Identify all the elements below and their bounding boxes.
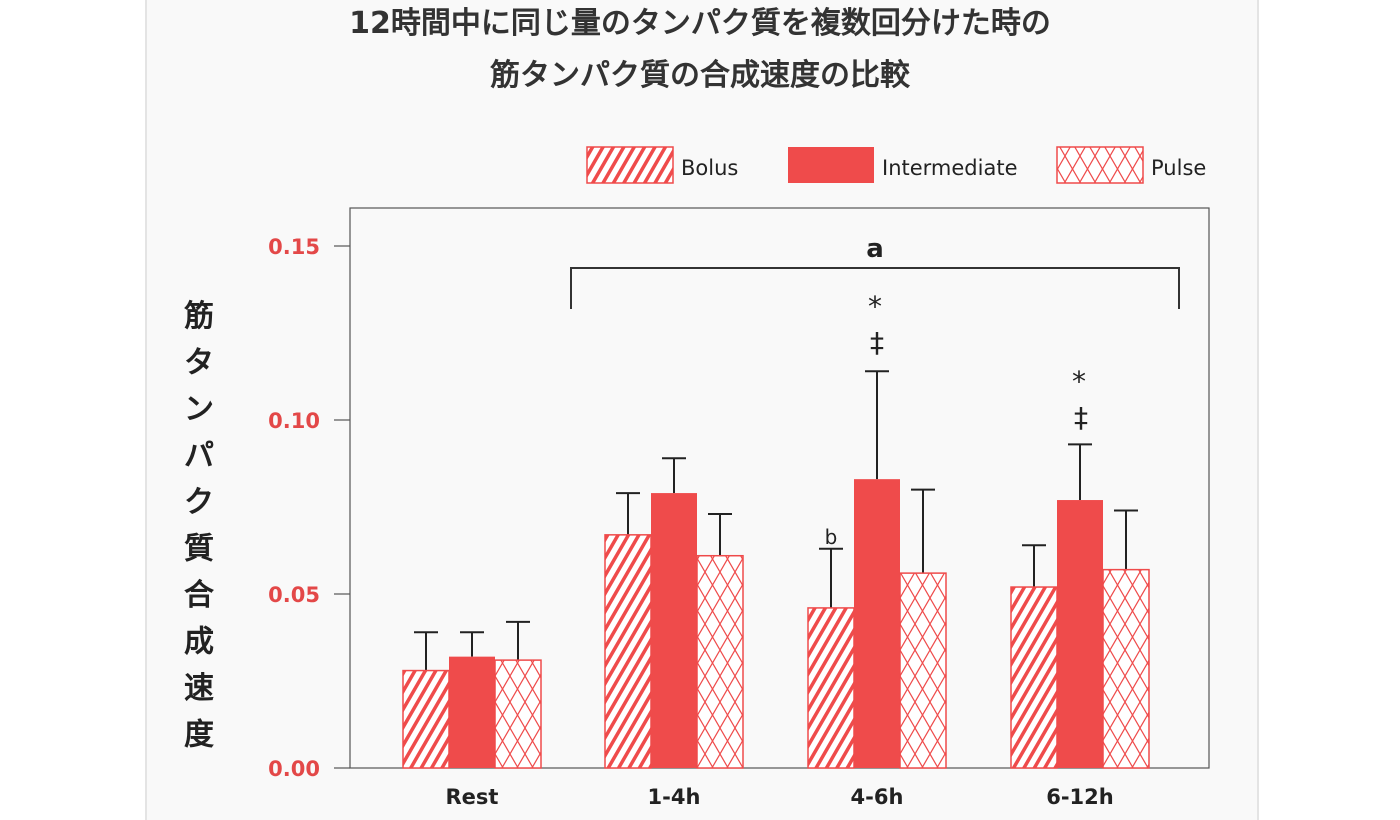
legend-swatch-intermediate <box>788 147 874 183</box>
y-axis-label-char: 度 <box>184 718 214 753</box>
x-tick-label: 4-6h <box>851 785 904 809</box>
legend: Bolus Intermediate Pulse <box>586 146 1206 184</box>
chart-title-line-2: 筋タンパク質の合成速度の比較 <box>490 58 911 93</box>
y-axis-label-char: 筋 <box>184 299 214 334</box>
bar-1-4h-bolus <box>604 534 652 769</box>
y-axis-label-char: 質 <box>184 532 214 567</box>
x-tick-label: Rest <box>446 785 499 809</box>
x-axis: Rest 1-4h 4-6h 6-12h <box>446 785 1114 809</box>
legend-swatch-bolus <box>586 146 674 184</box>
dagger-6-12h: ‡ <box>1074 401 1088 434</box>
star-4-6h: * <box>868 290 882 323</box>
x-tick-label: 1-4h <box>648 785 701 809</box>
bracket-label-a: a <box>866 234 884 264</box>
annotations: a b * ‡ * ‡ <box>570 234 1180 549</box>
y-axis-label-char: ン <box>184 392 214 427</box>
legend-label-pulse: Pulse <box>1151 156 1206 180</box>
y-axis: 0.00 0.05 0.10 0.15 <box>268 235 350 781</box>
bar-6-12h-intermediate <box>1057 500 1103 768</box>
bar-6-12h-pulse <box>1102 568 1150 769</box>
bar-4-6h-pulse <box>899 572 947 769</box>
y-axis-label-char: 速 <box>184 671 214 706</box>
y-axis-label-char: 成 <box>184 625 214 660</box>
bar-1-4h-intermediate <box>651 493 697 768</box>
y-axis-label-char: ク <box>184 485 214 520</box>
y-tick-label: 0.00 <box>268 757 320 781</box>
bar-1-4h-pulse <box>696 554 744 769</box>
y-axis-label-char: パ <box>184 439 214 474</box>
bar-6-12h-bolus <box>1010 586 1058 769</box>
plot-frame <box>349 207 1210 769</box>
legend-label-intermediate: Intermediate <box>882 156 1018 180</box>
y-axis-label-char: 合 <box>184 578 214 613</box>
chart-title-line-1: 12時間中に同じ量のタンパク質を複数回分けた時の <box>349 6 1051 41</box>
star-6-12h: * <box>1072 365 1086 398</box>
y-tick-label: 0.05 <box>268 583 320 607</box>
bars <box>402 370 1150 769</box>
y-axis-label-char: タ <box>184 346 214 381</box>
legend-label-bolus: Bolus <box>681 156 738 180</box>
y-tick-label: 0.10 <box>268 409 320 433</box>
y-tick-label: 0.15 <box>268 235 320 259</box>
x-tick-label: 6-12h <box>1046 785 1114 809</box>
bar-rest-intermediate <box>449 656 495 768</box>
bar-rest-pulse <box>494 659 542 769</box>
label-b-4-6h-bolus: b <box>825 525 838 549</box>
bar-4-6h-intermediate <box>854 479 900 768</box>
significance-bracket <box>570 267 1180 309</box>
bar-4-6h-bolus <box>807 607 855 769</box>
bar-rest-bolus <box>402 669 450 769</box>
dagger-4-6h: ‡ <box>870 326 884 359</box>
legend-swatch-pulse <box>1056 146 1144 184</box>
